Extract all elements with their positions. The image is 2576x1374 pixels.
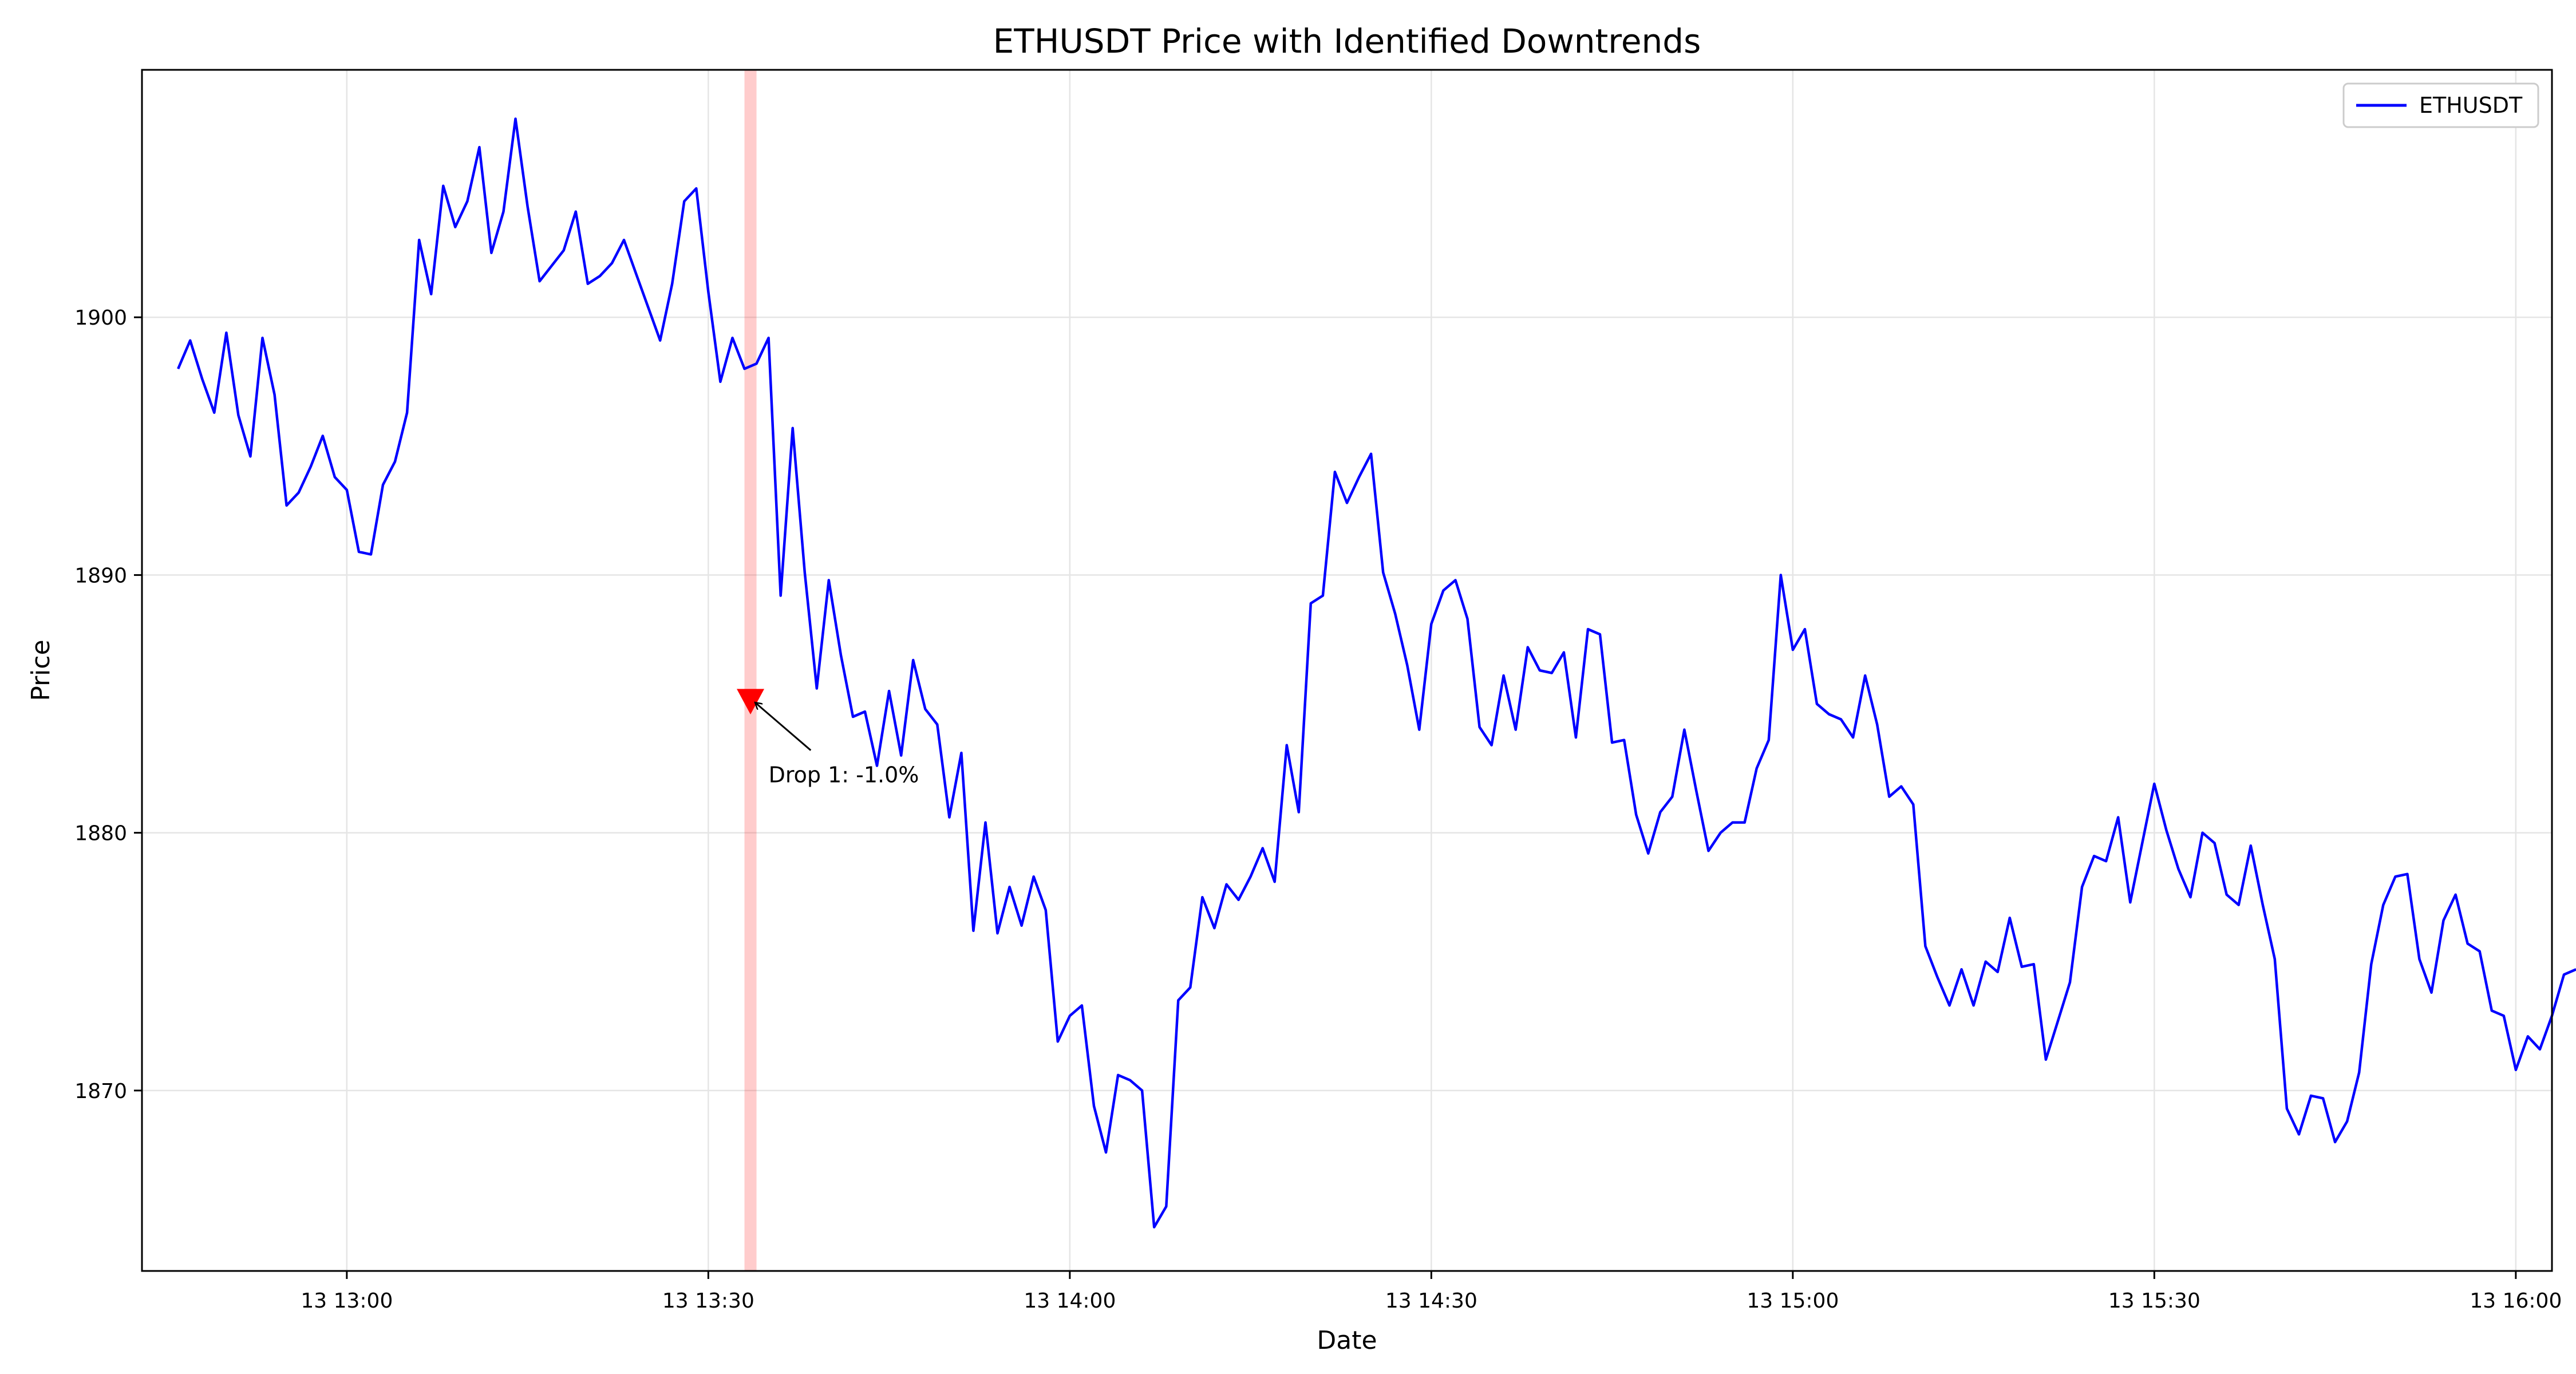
x-tick-label: 13 14:00 — [1024, 1289, 1116, 1313]
x-tick-label: 13 13:00 — [301, 1289, 393, 1313]
x-axis-title: Date — [1317, 1326, 1377, 1355]
annotation-layer: Drop 1: -1.0% — [755, 702, 919, 788]
series-layer — [177, 117, 2576, 1229]
y-axis-ticks: 1870 1880 1890 1900 — [74, 306, 142, 1103]
chart-title: ETHUSDT Price with Identified Downtrends — [993, 22, 1701, 61]
y-tick-label: 1890 — [74, 564, 127, 587]
y-axis-title: Price — [26, 639, 56, 701]
downtrend-region-layer — [744, 70, 757, 1271]
x-tick-label: 13 13:30 — [662, 1289, 754, 1313]
downtrend-region — [744, 70, 757, 1271]
y-tick-label: 1900 — [74, 306, 127, 330]
annotation-arrow — [755, 702, 812, 751]
series-line-ethusdt — [177, 117, 2576, 1229]
grid — [142, 70, 2552, 1271]
y-tick-label: 1880 — [74, 822, 127, 846]
legend: ETHUSDT — [2342, 82, 2539, 128]
legend-box — [2342, 82, 2539, 128]
legend-label-ethusdt: ETHUSDT — [2419, 93, 2523, 118]
annotation-label: Drop 1: -1.0% — [769, 763, 919, 788]
x-tick-label: 13 14:30 — [1385, 1289, 1477, 1313]
x-tick-label: 13 15:00 — [1747, 1289, 1839, 1313]
y-tick-label: 1870 — [74, 1080, 127, 1103]
x-axis-ticks: 13 13:00 13 13:30 13 14:00 13 14:30 13 15:00… — [301, 1271, 2562, 1313]
plot-frame — [141, 69, 2553, 1272]
downtrend-marker — [737, 689, 765, 714]
x-tick-label: 13 15:30 — [2108, 1289, 2200, 1313]
x-tick-label: 13 16:00 — [2470, 1289, 2562, 1313]
marker-layer — [737, 689, 765, 714]
